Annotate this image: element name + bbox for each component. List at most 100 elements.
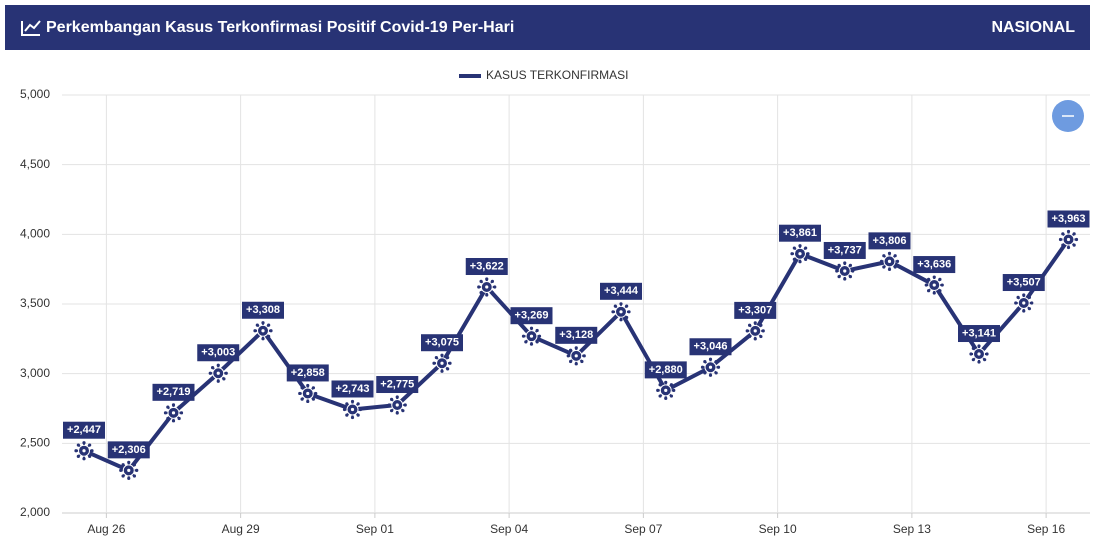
virus-spike-tip	[261, 337, 265, 341]
virus-dot	[395, 403, 399, 407]
virus-spike-tip	[882, 265, 886, 269]
virus-dot	[708, 365, 713, 369]
virus-spike-tip	[395, 395, 399, 399]
virus-spike-tip	[708, 373, 713, 377]
virus-spike-tip	[132, 474, 137, 478]
virus-spike-tip	[127, 476, 131, 480]
data-point	[656, 380, 676, 400]
virus-dot	[529, 334, 534, 338]
value-label: +3,963	[1052, 213, 1086, 225]
virus-spike-tip	[790, 252, 794, 256]
virus-spike-tip	[1030, 301, 1034, 305]
virus-spike-tip	[166, 405, 170, 409]
value-label: +3,861	[783, 227, 817, 239]
virus-spike-tip	[479, 291, 483, 295]
virus-spike-tip	[529, 326, 534, 330]
virus-spike-tip	[837, 275, 841, 279]
virus-spike-tip	[446, 355, 450, 360]
header-region: NASIONAL	[991, 19, 1075, 36]
virus-spike-tip	[88, 454, 92, 458]
virus-dot	[485, 285, 489, 289]
value-label-bg	[913, 256, 956, 274]
virus-spike-tip	[306, 383, 310, 388]
virus-dot	[306, 391, 310, 396]
value-label: +2,447	[67, 424, 101, 436]
virus-dot	[932, 283, 936, 287]
virus-spike-tip	[132, 463, 137, 467]
virus-spike-tip	[977, 360, 981, 364]
data-point	[477, 277, 497, 297]
data-point	[790, 244, 810, 264]
virus-spike-tip	[568, 359, 573, 364]
data-point	[700, 357, 721, 377]
virus-spike-tip	[1016, 295, 1020, 299]
virus-spike-tip	[792, 246, 796, 250]
virus-spike-tip	[669, 394, 674, 398]
virus-dot	[440, 361, 444, 365]
virus-spike-tip	[893, 254, 897, 258]
virus-spike-tip	[490, 279, 495, 283]
legend-swatch	[459, 74, 481, 78]
virus-spike-tip	[664, 396, 668, 400]
virus-spike-tip	[121, 474, 125, 478]
data-point	[387, 395, 407, 415]
virus-spike-tip	[1027, 295, 1032, 299]
virus-spike-tip	[580, 359, 584, 364]
x-tick-label: Aug 29	[222, 522, 260, 536]
x-tick-label: Sep 04	[490, 522, 528, 536]
data-point	[835, 261, 855, 281]
value-label-bg	[644, 361, 687, 379]
virus-spike-tip	[938, 289, 942, 293]
value-label-bg	[823, 241, 866, 259]
virus-spike-tip	[401, 397, 405, 401]
value-label: +3,444	[604, 285, 639, 297]
virus-spike-tip	[893, 265, 897, 269]
value-label: +3,622	[470, 260, 504, 272]
virus-spike-tip	[224, 371, 228, 375]
virus-spike-tip	[613, 304, 617, 308]
data-point	[74, 441, 94, 461]
virus-spike-tip	[971, 358, 975, 362]
virus-spike-tip	[389, 397, 394, 401]
virus-spike-tip	[300, 386, 304, 390]
virus-spike-tip	[1022, 309, 1026, 313]
virus-spike-tip	[843, 277, 847, 281]
value-label-bg	[868, 232, 911, 250]
virus-spike-tip	[798, 244, 802, 248]
value-label-bg	[465, 258, 508, 276]
virus-spike-tip	[848, 275, 853, 279]
virus-dot	[171, 411, 176, 415]
virus-spike-tip	[759, 323, 763, 327]
virus-spike-tip	[924, 283, 928, 287]
virus-spike-tip	[1027, 307, 1032, 311]
virus-spike-tip	[524, 340, 528, 344]
virus-dot	[574, 354, 578, 358]
virus-spike-tip	[535, 340, 539, 344]
virus-dot	[887, 259, 892, 263]
header-title: Perkembangan Kasus Terkonfirmasi Positif…	[46, 19, 514, 36]
virus-spike-tip	[1022, 293, 1026, 297]
virus-spike-tip	[806, 252, 810, 256]
virus-spike-tip	[127, 460, 131, 464]
virus-spike-tip	[1061, 232, 1065, 236]
virus-spike-tip	[747, 323, 752, 327]
data-point	[432, 353, 452, 373]
virus-spike-tip	[358, 407, 363, 412]
virus-spike-tip	[574, 362, 578, 366]
virus-spike-tip	[747, 334, 752, 339]
virus-spike-tip	[179, 411, 184, 415]
virus-spike-tip	[446, 367, 450, 371]
data-point	[521, 326, 542, 346]
virus-spike-tip	[926, 277, 931, 281]
virus-spike-tip	[389, 409, 394, 413]
virus-spike-tip	[255, 334, 259, 339]
data-point	[119, 460, 139, 480]
virus-spike-tip	[537, 334, 542, 338]
data-point	[208, 363, 228, 383]
virus-spike-tip	[938, 277, 942, 281]
virus-spike-tip	[669, 383, 674, 387]
virus-spike-tip	[804, 246, 808, 250]
trend-icon	[21, 20, 41, 36]
value-label: +2,775	[380, 378, 414, 390]
virus-spike-tip	[177, 416, 181, 421]
